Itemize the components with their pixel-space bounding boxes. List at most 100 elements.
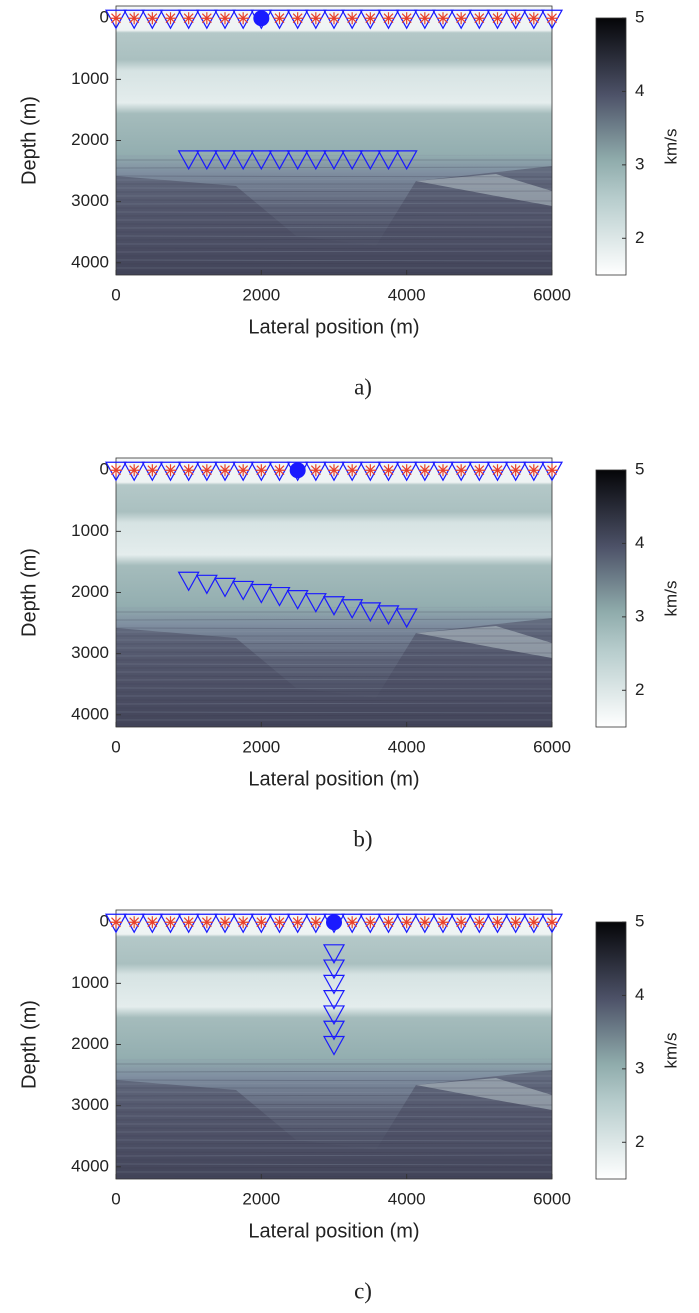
layer — [116, 178, 552, 181]
receiver — [322, 1035, 346, 1056]
receiver — [468, 9, 491, 30]
layer — [116, 1175, 552, 1178]
source — [273, 464, 286, 477]
receiver — [268, 586, 291, 607]
y-tick-label: 4000 — [71, 252, 109, 271]
layer — [116, 699, 552, 702]
y-tick-label: 3000 — [71, 643, 109, 662]
source — [291, 916, 304, 929]
layer — [116, 1127, 552, 1130]
receiver — [195, 461, 218, 482]
caption: a) — [354, 374, 372, 399]
fault-block — [116, 166, 552, 275]
layer — [116, 663, 552, 666]
receiver — [123, 461, 146, 482]
layer — [116, 1091, 552, 1094]
colorbar — [595, 921, 627, 1180]
receiver — [195, 150, 218, 171]
source — [418, 916, 431, 929]
source — [418, 464, 431, 477]
receiver — [104, 913, 128, 934]
receiver — [268, 150, 291, 171]
layer — [116, 675, 552, 678]
receiver — [304, 913, 327, 934]
receiver — [322, 990, 346, 1010]
layer — [116, 723, 552, 726]
colorbar-tick-label: 3 — [635, 1058, 644, 1077]
x-tick-label: 6000 — [533, 1189, 571, 1208]
colorbar-label: km/s — [661, 129, 680, 165]
receiver — [304, 150, 327, 171]
source — [182, 916, 195, 929]
receiver — [213, 577, 237, 598]
layer — [116, 1106, 552, 1109]
source — [473, 464, 486, 477]
receiver — [341, 461, 364, 482]
source — [437, 916, 449, 929]
receiver — [304, 461, 327, 482]
source — [255, 464, 268, 477]
receiver — [431, 9, 455, 30]
receiver — [395, 461, 418, 482]
x-axis-label: Lateral position (m) — [248, 316, 419, 338]
layer — [116, 190, 552, 193]
source — [418, 12, 431, 25]
source — [509, 12, 522, 25]
layer — [116, 187, 552, 190]
source — [346, 916, 359, 929]
layer — [116, 250, 552, 253]
source — [400, 916, 413, 929]
receiver — [450, 913, 473, 934]
y-tick-label: 3000 — [71, 191, 109, 210]
receiver — [322, 150, 346, 171]
source — [219, 12, 231, 25]
colorbar-tick-label: 3 — [635, 154, 644, 173]
layer — [116, 630, 552, 633]
receiver — [123, 9, 146, 30]
layer — [116, 1151, 552, 1154]
source — [364, 464, 377, 477]
source — [346, 12, 359, 25]
receiver — [177, 9, 200, 30]
source — [527, 12, 540, 25]
source — [473, 916, 486, 929]
receiver — [468, 461, 491, 482]
layer — [116, 1163, 552, 1166]
source — [110, 12, 122, 25]
receiver — [413, 913, 436, 934]
receiver — [123, 913, 146, 934]
source — [200, 12, 213, 25]
colorbar-tick-label: 4 — [635, 81, 644, 100]
receiver — [486, 9, 509, 30]
source — [527, 916, 540, 929]
receiver — [213, 461, 237, 482]
layer — [116, 639, 552, 642]
source — [146, 12, 159, 25]
source — [400, 12, 413, 25]
receiver — [250, 583, 273, 604]
receiver — [177, 571, 200, 592]
receiver — [232, 580, 255, 601]
receiver — [504, 913, 527, 934]
source — [382, 12, 395, 25]
x-tick-label: 2000 — [242, 285, 280, 304]
colorbar-tick-label: 5 — [635, 459, 644, 478]
layer — [116, 175, 552, 178]
receiver — [504, 461, 527, 482]
source — [219, 916, 231, 929]
source — [309, 464, 322, 477]
source — [309, 916, 322, 929]
layer — [116, 1142, 552, 1145]
layer — [116, 247, 552, 250]
layer — [116, 1166, 552, 1169]
receiver — [540, 9, 564, 30]
receiver — [341, 9, 364, 30]
receiver — [450, 461, 473, 482]
source — [346, 464, 359, 477]
receiver — [322, 596, 346, 616]
source — [491, 916, 504, 929]
receiver — [468, 913, 491, 934]
source — [146, 464, 159, 477]
source — [255, 916, 268, 929]
